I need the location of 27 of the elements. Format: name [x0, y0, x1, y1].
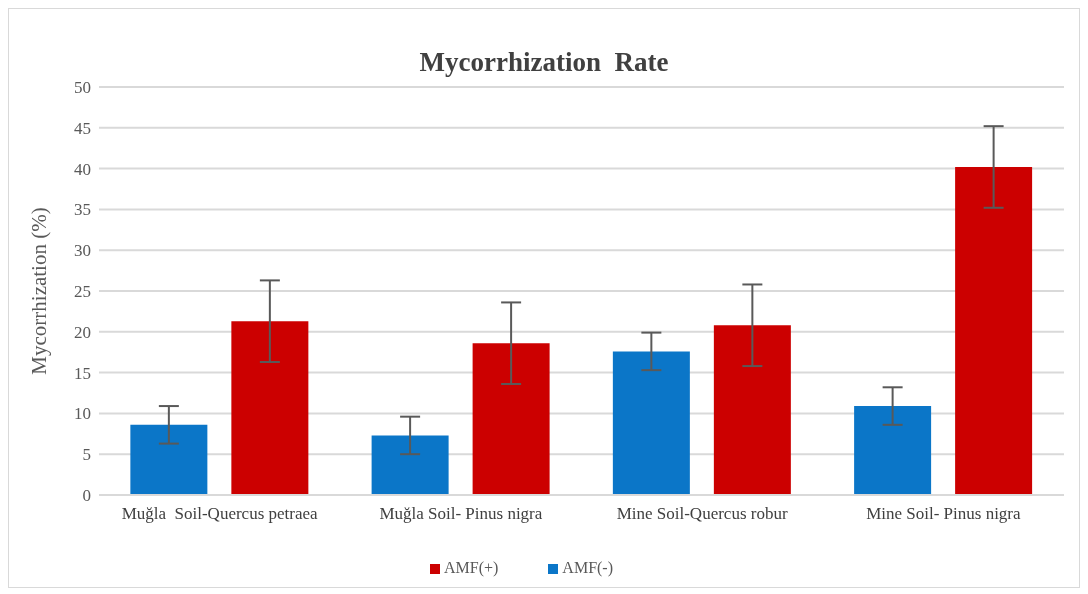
y-tick-label: 50: [74, 78, 91, 98]
bar: [231, 321, 309, 495]
y-tick-label: 0: [82, 486, 91, 506]
y-tick-label: 20: [74, 322, 91, 342]
y-tick-label: 10: [74, 404, 91, 424]
x-tick-label: Muğla Soil-Quercus petraea: [121, 504, 319, 523]
bar: [612, 351, 690, 495]
bar: [472, 343, 550, 495]
x-tick-label: Mine Soil- Pinus nigra: [866, 504, 1022, 523]
bar: [713, 325, 791, 495]
bar: [130, 424, 208, 495]
y-tick-label: 40: [74, 159, 91, 179]
bar: [955, 166, 1033, 495]
legend-label: AMF(+): [443, 559, 499, 576]
bar: [854, 406, 932, 495]
y-tick-label: 45: [74, 118, 91, 138]
x-tick-label: Muğla Soil- Pinus nigra: [379, 504, 543, 523]
x-tick-label: Mine Soil-Quercus robur: [616, 504, 788, 523]
y-tick-label: 25: [74, 282, 91, 302]
y-tick-label: 35: [74, 200, 91, 220]
legend-label: AMF(-): [562, 559, 614, 576]
y-tick-label: 15: [74, 363, 91, 383]
y-tick-label: 30: [74, 241, 91, 261]
bar: [371, 435, 449, 495]
y-axis-title: Mycorrhization (%): [27, 207, 52, 375]
chart-title: Mycorrhization Rate: [418, 47, 670, 78]
y-tick-label: 5: [82, 445, 91, 465]
